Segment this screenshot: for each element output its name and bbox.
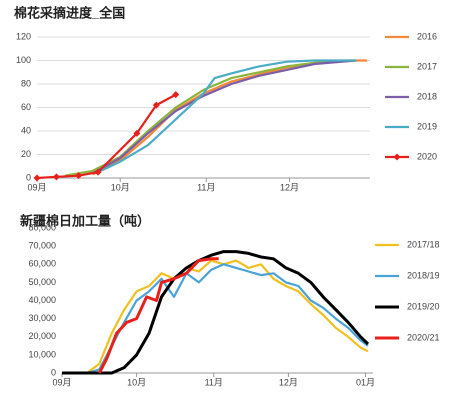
y-tick-label: 80,000 [28, 222, 56, 232]
x-tick-label: 12月 [279, 377, 298, 387]
series-line [86, 259, 369, 374]
y-tick-label: 0 [26, 172, 31, 182]
x-tick-label: 09月 [52, 377, 71, 387]
data-point [152, 101, 160, 109]
data-point [75, 172, 83, 180]
y-tick-label: 20,000 [28, 331, 56, 341]
legend-label: 2019/20 [407, 301, 440, 311]
x-tick-label: 09月 [27, 182, 46, 192]
legend-marker [393, 153, 401, 161]
y-tick-label: 10,000 [28, 349, 56, 359]
data-point [33, 174, 41, 182]
y-tick-label: 60,000 [28, 259, 56, 269]
legend-label: 2019 [417, 121, 437, 131]
legend-label: 2020/21 [407, 332, 440, 342]
series-line [62, 250, 370, 375]
data-point [172, 91, 180, 99]
series-line [97, 257, 219, 374]
y-tick-label: 40,000 [28, 295, 56, 305]
y-tick-label: 80 [21, 78, 31, 88]
y-tick-label: 0 [51, 367, 56, 377]
legend-label: 2017/18 [407, 239, 440, 249]
x-tick-label: 12月 [280, 182, 299, 192]
y-tick-label: 120 [16, 31, 31, 41]
x-tick-label: 01月 [356, 377, 375, 387]
chart-title: 新疆棉日加工量（吨） [20, 213, 150, 228]
legend-label: 2018 [417, 91, 437, 101]
legend-label: 2020 [417, 151, 437, 161]
x-tick-label: 11月 [197, 182, 215, 192]
y-tick-label: 20 [21, 149, 31, 159]
legend-label: 2018/19 [407, 270, 440, 280]
y-tick-label: 70,000 [28, 241, 56, 251]
series-line [86, 263, 369, 375]
y-tick-label: 40 [21, 125, 31, 135]
series-line [64, 59, 357, 177]
y-tick-label: 30,000 [28, 313, 56, 323]
x-tick-label: 10月 [127, 377, 146, 387]
series-line [97, 59, 357, 174]
y-tick-label: 100 [16, 55, 31, 65]
data-point [94, 168, 102, 176]
y-tick-label: 60 [21, 102, 31, 112]
x-tick-label: 11月 [205, 377, 223, 387]
legend-label: 2016 [417, 31, 437, 41]
legend-label: 2017 [417, 61, 437, 71]
series-line [91, 59, 357, 175]
chart-title: 棉花采摘进度_全国 [14, 5, 125, 20]
data-point [133, 129, 141, 137]
data-point [52, 173, 60, 181]
y-tick-label: 50,000 [28, 277, 56, 287]
x-tick-label: 10月 [111, 182, 130, 192]
